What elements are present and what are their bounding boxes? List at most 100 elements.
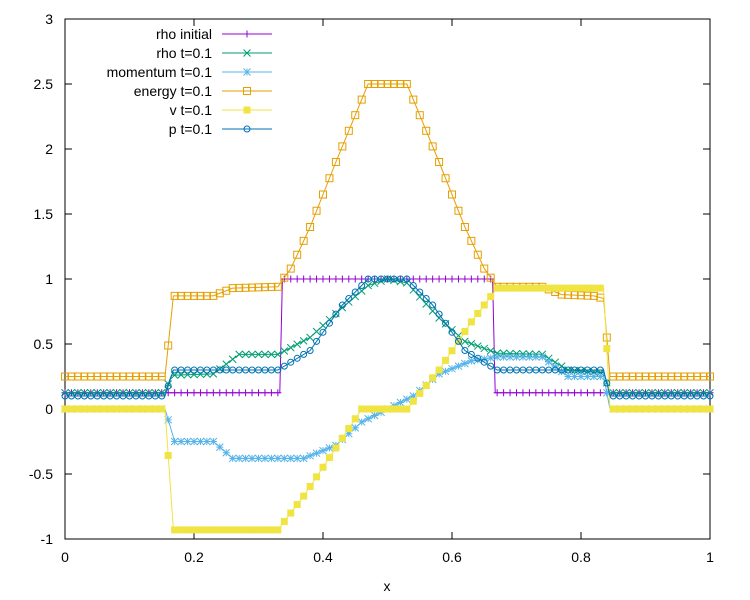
data-point bbox=[513, 284, 520, 292]
legend-label: p t=0.1 bbox=[169, 121, 212, 137]
data-point bbox=[273, 350, 282, 359]
data-point bbox=[177, 291, 186, 300]
data-point bbox=[442, 275, 450, 283]
data-point bbox=[267, 282, 276, 291]
data-point bbox=[396, 398, 405, 407]
data-point bbox=[138, 372, 147, 381]
data-point bbox=[487, 293, 495, 301]
data-point bbox=[460, 223, 469, 231]
data-point bbox=[435, 366, 443, 374]
data-point bbox=[229, 526, 237, 534]
data-point bbox=[487, 362, 495, 370]
data-point bbox=[680, 372, 689, 381]
data-point bbox=[67, 372, 76, 381]
data-point bbox=[667, 372, 676, 381]
data-point bbox=[183, 291, 192, 300]
data-point bbox=[351, 415, 359, 423]
data-point bbox=[506, 353, 514, 361]
data-point bbox=[461, 275, 469, 283]
data-point bbox=[196, 526, 204, 534]
data-point bbox=[299, 337, 308, 345]
data-point bbox=[377, 80, 386, 88]
data-point bbox=[132, 405, 140, 413]
data-point bbox=[280, 362, 288, 370]
data-point bbox=[151, 372, 160, 381]
data-point bbox=[235, 350, 244, 359]
data-point bbox=[338, 434, 346, 442]
data-point bbox=[274, 389, 282, 397]
data-point bbox=[157, 372, 166, 381]
data-point bbox=[493, 284, 501, 292]
data-point bbox=[422, 382, 430, 390]
data-point bbox=[241, 283, 250, 292]
data-point bbox=[680, 405, 688, 413]
y-tick-label: 3 bbox=[45, 11, 53, 27]
data-point bbox=[209, 526, 217, 534]
data-point bbox=[171, 389, 179, 397]
data-point bbox=[564, 372, 572, 381]
data-point bbox=[409, 95, 418, 104]
data-point bbox=[338, 142, 347, 151]
data-point bbox=[609, 405, 617, 413]
data-point bbox=[273, 454, 282, 463]
data-point bbox=[332, 310, 340, 318]
data-point bbox=[545, 389, 553, 397]
data-point bbox=[519, 353, 527, 361]
data-point bbox=[461, 337, 469, 346]
data-point bbox=[255, 389, 262, 397]
data-point bbox=[287, 275, 295, 283]
data-point bbox=[596, 372, 605, 381]
data-point bbox=[357, 418, 366, 426]
data-point bbox=[473, 356, 482, 364]
data-point bbox=[345, 295, 353, 302]
data-point bbox=[267, 389, 275, 397]
data-point bbox=[667, 405, 675, 413]
data-point bbox=[422, 300, 431, 308]
data-point bbox=[319, 190, 327, 199]
data-point bbox=[635, 405, 643, 413]
data-point bbox=[416, 389, 424, 397]
data-point bbox=[364, 281, 373, 290]
data-point bbox=[158, 392, 166, 400]
data-point bbox=[293, 250, 302, 259]
data-point bbox=[325, 174, 334, 183]
data-point bbox=[306, 482, 314, 490]
data-point bbox=[203, 526, 211, 534]
data-point bbox=[358, 405, 366, 413]
data-point bbox=[216, 389, 224, 397]
series-p-t-0-1 bbox=[61, 275, 714, 400]
data-point bbox=[422, 126, 431, 135]
x-tick-label: 0 bbox=[61, 549, 69, 565]
data-point bbox=[171, 526, 179, 534]
data-point bbox=[113, 405, 121, 413]
data-point bbox=[286, 343, 295, 352]
data-point bbox=[506, 389, 514, 397]
data-point bbox=[241, 350, 250, 359]
data-point bbox=[467, 339, 476, 348]
data-point bbox=[686, 372, 695, 381]
data-point bbox=[422, 295, 430, 302]
data-point bbox=[474, 309, 482, 317]
data-point bbox=[513, 389, 520, 397]
data-point bbox=[261, 526, 269, 534]
data-point bbox=[125, 372, 134, 381]
data-point bbox=[493, 353, 502, 361]
data-point bbox=[190, 389, 198, 397]
data-point bbox=[673, 372, 682, 381]
data-point bbox=[183, 437, 192, 446]
data-point bbox=[216, 526, 224, 534]
x-axis-label: x bbox=[384, 578, 391, 594]
data-point bbox=[473, 250, 482, 259]
data-point bbox=[525, 353, 534, 361]
data-point bbox=[300, 275, 308, 283]
data-point bbox=[293, 275, 301, 283]
data-point bbox=[429, 301, 437, 309]
data-point bbox=[706, 372, 714, 381]
data-point bbox=[571, 389, 579, 397]
data-point bbox=[590, 389, 598, 397]
data-point bbox=[248, 389, 256, 397]
data-point bbox=[164, 341, 173, 350]
data-point bbox=[280, 454, 289, 463]
data-point bbox=[493, 389, 501, 397]
